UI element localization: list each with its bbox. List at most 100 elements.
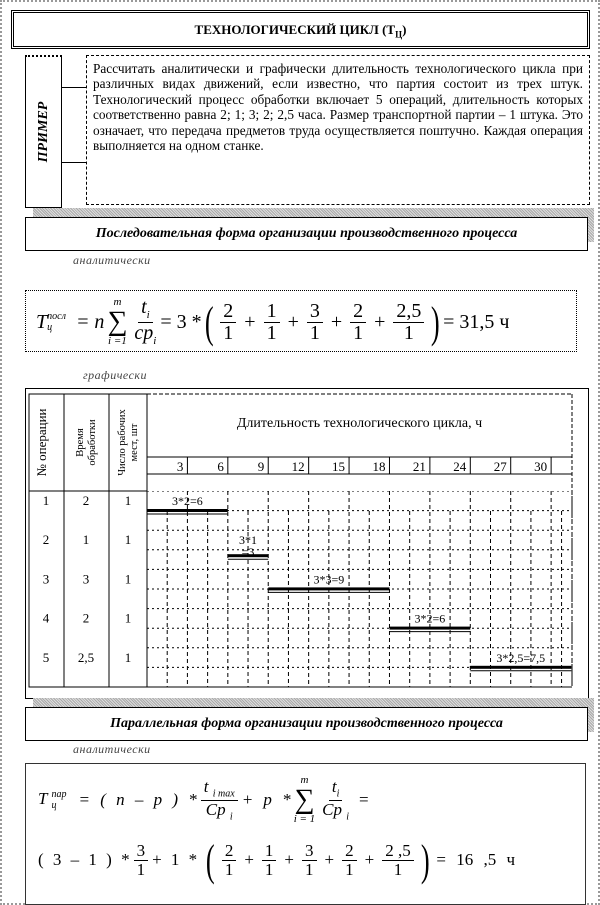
tick-label: 30	[534, 459, 547, 474]
gantt-bar	[227, 554, 269, 558]
plus-sign: +	[330, 310, 343, 333]
analytic-label: аналитически	[73, 742, 151, 756]
denominator: 1	[305, 859, 314, 879]
gantt-bar	[147, 509, 228, 512]
gantt-bar-label: 3*2=6	[172, 494, 203, 508]
denominator: 1	[223, 321, 234, 344]
denominator: 1	[309, 321, 320, 344]
numerator: 1	[263, 300, 280, 323]
row-operation: 3	[43, 571, 50, 586]
row-operation: 2	[43, 532, 50, 547]
denominator: 1	[266, 321, 277, 344]
row-time: 2,5	[78, 650, 94, 665]
formula-result: = 31,5 ч	[443, 310, 510, 333]
gantt-chart: № операции Времяобработки Число рабочихмес…	[28, 393, 573, 688]
title-close: )	[402, 22, 407, 37]
tick-label: 9	[258, 459, 265, 474]
tick-label: 18	[372, 459, 385, 474]
plus-sign: +	[287, 310, 299, 333]
row-operation: 1	[43, 493, 50, 508]
fraction: ti cpi	[134, 295, 157, 347]
row-workplaces: 1	[125, 611, 132, 626]
analytic-label: аналитически	[73, 253, 151, 267]
fraction-term: 2,5 1	[393, 300, 425, 344]
plus-sign: +	[284, 850, 295, 869]
row-workplaces: 1	[125, 571, 132, 586]
denominator: 1	[393, 859, 403, 879]
parallel-header: Параллельная форма организации производс…	[25, 707, 588, 741]
gantt-bar	[389, 626, 471, 630]
denominator: 1	[345, 859, 354, 879]
column-header: № операции	[34, 408, 49, 476]
formula-terms: 2 1 +1 1 +3 1 +2 1 +2,5 1	[216, 300, 428, 344]
example-label: ПРИМЕР	[35, 101, 51, 163]
sum-symbol: m ∑ i =1	[107, 296, 128, 347]
example-text: Рассчитать аналитически и графически дли…	[86, 55, 590, 205]
column-header: Число рабочихмест, шт	[117, 408, 140, 475]
graphic-label: графически	[83, 368, 148, 382]
tick-label: 6	[217, 459, 224, 474]
chart-title: Длительность технологического цикла, ч	[237, 416, 482, 431]
gantt-box: № операции Времяобработки Число рабочихмес…	[25, 388, 589, 699]
gantt-bar-label: 3*2,5=7,5	[496, 651, 545, 665]
connector-line	[61, 162, 86, 163]
row-time: 1	[83, 532, 90, 547]
numerator: 3	[306, 300, 323, 323]
plus-sign: +	[244, 310, 256, 333]
gantt-bar-label: 3*1 =3	[239, 533, 257, 559]
gantt-bar-label: 3*3=9	[313, 572, 344, 586]
numerator: 2 ,5	[382, 841, 414, 861]
gantt-bar-label: 3*2=6	[414, 612, 445, 626]
plus-sign: +	[364, 850, 375, 869]
row-operation: 4	[43, 611, 50, 626]
row-time: 3	[83, 571, 90, 586]
tick-label: 21	[413, 459, 426, 474]
formula-mult: = 3 *	[160, 310, 202, 333]
tick-label: 15	[332, 459, 345, 474]
formula-terms: 2 1 +1 1 +3 1 +2 1 +2 ,5 1	[218, 841, 418, 879]
denominator: 1	[353, 321, 364, 344]
formula-eq-n: = n	[75, 310, 105, 333]
row-workplaces: 1	[125, 493, 132, 508]
numerator: 3	[302, 841, 317, 861]
numerator: 2	[220, 300, 237, 323]
title-text: ТЕХНОЛОГИЧЕСКИЙ ЦИКЛ (Т	[194, 22, 396, 37]
tick-label: 12	[292, 459, 305, 474]
numerator: 2	[342, 841, 357, 861]
denominator: 1	[224, 859, 234, 879]
example-label-box: ПРИМЕР	[25, 55, 62, 208]
sequential-header: Последовательная форма организации произ…	[25, 217, 588, 251]
gantt-bar	[470, 665, 572, 669]
row-workplaces: 1	[125, 650, 132, 665]
row-workplaces: 1	[125, 532, 132, 547]
numerator: 2	[221, 841, 237, 861]
tick-label: 27	[494, 459, 508, 474]
numerator: 2,5	[393, 300, 425, 323]
column-header: Времяобработки	[75, 419, 98, 466]
page-title: ТЕХНОЛОГИЧЕСКИЙ ЦИКЛ (ТЦ)	[11, 10, 590, 49]
numerator: 1	[261, 841, 277, 861]
row-time: 2	[83, 493, 90, 508]
fraction-term: 2 ,5 1	[382, 841, 414, 879]
tick-label: 3	[177, 459, 184, 474]
tick-label: 24	[453, 459, 467, 474]
plus-sign: +	[244, 850, 254, 869]
denominator: 1	[264, 859, 274, 879]
row-operation: 5	[43, 650, 50, 665]
gantt-bar	[268, 587, 390, 591]
numerator: 2	[350, 300, 367, 323]
plus-sign: +	[374, 310, 386, 333]
